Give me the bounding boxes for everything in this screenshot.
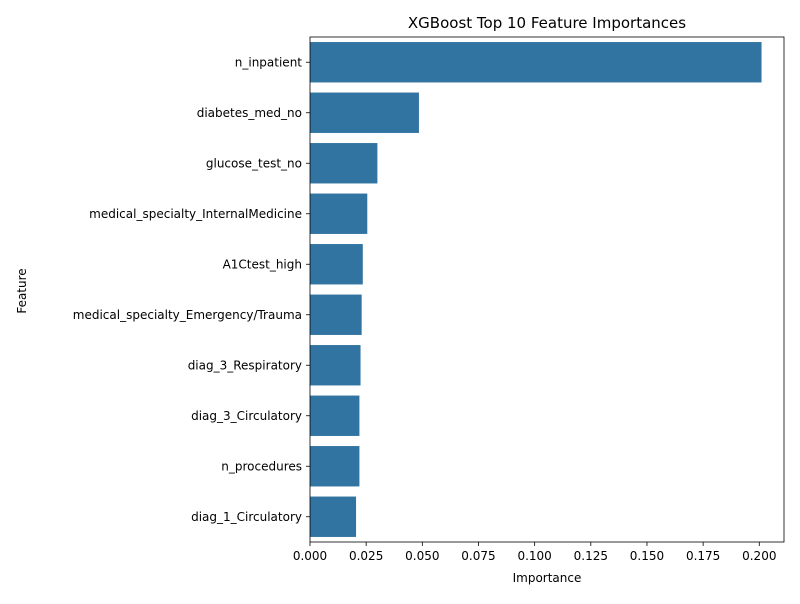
y-tick-label-4: A1Ctest_high <box>223 257 302 271</box>
bar-3 <box>310 193 368 234</box>
x-tick-label-6: 0.150 <box>630 549 664 563</box>
x-tick-label-4: 0.100 <box>517 549 551 563</box>
bar-0 <box>310 42 762 83</box>
bar-9 <box>310 496 357 537</box>
axes-layer: n_inpatient diabetes_med_no glucose_test_n… <box>73 36 785 563</box>
x-tick-label-0: 0.000 <box>293 549 327 563</box>
bar-1 <box>310 92 419 133</box>
x-tick-label-5: 0.125 <box>574 549 608 563</box>
x-tick-label-1: 0.025 <box>349 549 383 563</box>
x-tick-label-7: 0.175 <box>686 549 720 563</box>
bars-layer <box>310 42 762 537</box>
y-tick-label-5: medical_specialty_Emergency/Trauma <box>73 308 302 322</box>
x-tick-label-3: 0.075 <box>461 549 495 563</box>
bar-8 <box>310 446 360 487</box>
bar-7 <box>310 395 360 436</box>
y-tick-label-9: diag_1_Circulatory <box>191 510 302 524</box>
y-axis-label: Feature <box>15 268 29 313</box>
x-tick-label-2: 0.050 <box>405 549 439 563</box>
bar-6 <box>310 345 361 386</box>
y-tick-label-7: diag_3_Circulatory <box>191 409 302 423</box>
y-tick-label-8: n_procedures <box>221 459 302 473</box>
bar-5 <box>310 294 362 335</box>
y-tick-label-0: n_inpatient <box>235 55 303 69</box>
bar-2 <box>310 143 378 184</box>
y-tick-label-1: diabetes_med_no <box>197 106 302 120</box>
bar-4 <box>310 244 363 285</box>
y-tick-label-3: medical_specialty_InternalMedicine <box>89 207 302 221</box>
y-tick-label-2: glucose_test_no <box>206 156 302 170</box>
y-tick-label-6: diag_3_Respiratory <box>188 358 302 372</box>
x-tick-label-8: 0.200 <box>742 549 776 563</box>
chart-title: XGBoost Top 10 Feature Importances <box>408 14 686 32</box>
plot-frame <box>309 36 785 543</box>
x-axis-label: Importance <box>513 571 582 585</box>
